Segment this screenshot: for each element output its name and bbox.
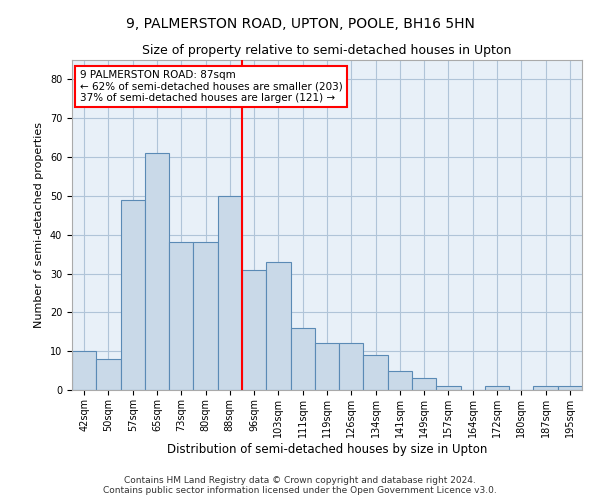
Bar	[169, 242, 193, 390]
Bar	[242, 270, 266, 390]
Bar	[558, 386, 582, 390]
X-axis label: Distribution of semi-detached houses by size in Upton: Distribution of semi-detached houses by …	[167, 442, 487, 456]
Bar	[72, 351, 96, 390]
Bar	[96, 359, 121, 390]
Bar	[533, 386, 558, 390]
Bar	[364, 355, 388, 390]
Bar	[193, 242, 218, 390]
Bar	[388, 370, 412, 390]
Bar	[485, 386, 509, 390]
Bar	[315, 344, 339, 390]
Bar	[121, 200, 145, 390]
Bar	[218, 196, 242, 390]
Title: Size of property relative to semi-detached houses in Upton: Size of property relative to semi-detach…	[142, 44, 512, 58]
Bar	[290, 328, 315, 390]
Bar	[436, 386, 461, 390]
Text: Contains HM Land Registry data © Crown copyright and database right 2024.
Contai: Contains HM Land Registry data © Crown c…	[103, 476, 497, 495]
Text: 9, PALMERSTON ROAD, UPTON, POOLE, BH16 5HN: 9, PALMERSTON ROAD, UPTON, POOLE, BH16 5…	[125, 18, 475, 32]
Bar	[412, 378, 436, 390]
Y-axis label: Number of semi-detached properties: Number of semi-detached properties	[34, 122, 44, 328]
Bar	[339, 344, 364, 390]
Bar	[145, 153, 169, 390]
Text: 9 PALMERSTON ROAD: 87sqm
← 62% of semi-detached houses are smaller (203)
37% of : 9 PALMERSTON ROAD: 87sqm ← 62% of semi-d…	[80, 70, 343, 103]
Bar	[266, 262, 290, 390]
